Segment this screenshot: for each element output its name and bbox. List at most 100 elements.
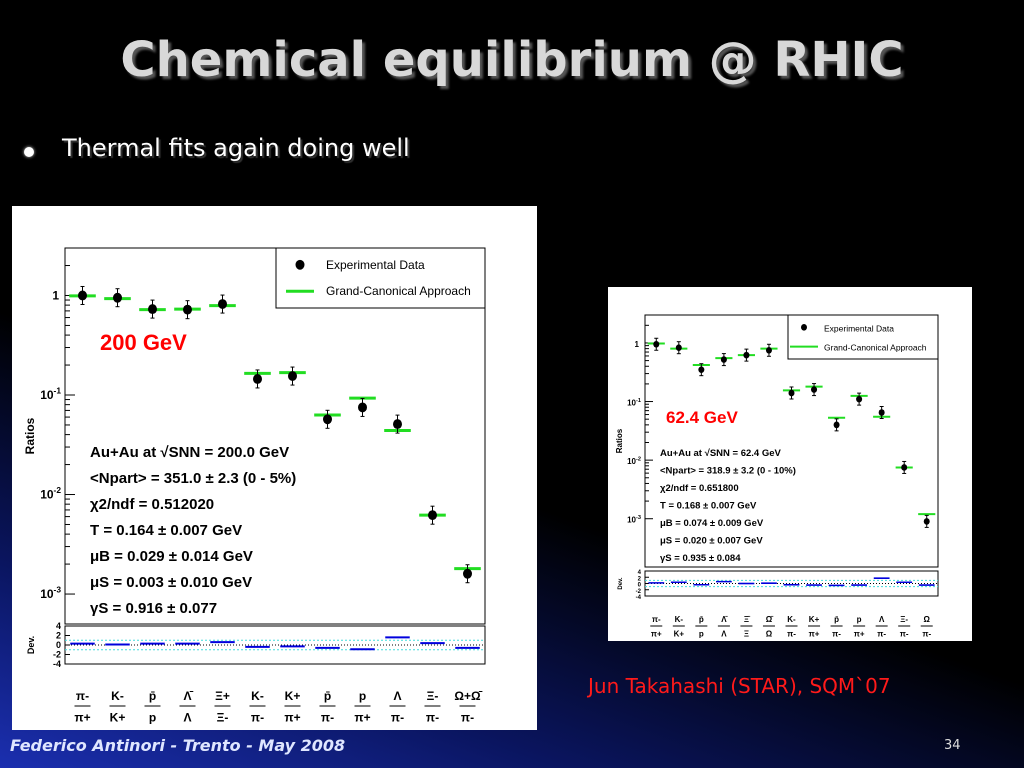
deviation-tick-label: 0 bbox=[638, 583, 642, 589]
category-label-numerator: Ξ- bbox=[427, 689, 439, 703]
category-label-denominator: K+ bbox=[674, 629, 685, 638]
category-label-numerator: Λ bbox=[393, 689, 401, 703]
category-label-numerator: π- bbox=[76, 689, 89, 703]
deviation-tick-label: -4 bbox=[53, 659, 61, 669]
category-label-numerator: Ω bbox=[924, 615, 931, 624]
y-tick-label: 10-2 bbox=[627, 457, 641, 467]
deviation-axis-label: Dev. bbox=[26, 636, 36, 654]
fit-info-line: μB = 0.029 ± 0.014 GeV bbox=[90, 548, 253, 565]
y-tick-label: 10-1 bbox=[627, 398, 641, 408]
category-label-numerator: p bbox=[857, 615, 862, 624]
category-label-numerator: Λ bbox=[879, 615, 885, 624]
legend-marker-data bbox=[295, 259, 305, 270]
slide-title: Chemical equilibrium @ RHIC bbox=[120, 32, 904, 88]
data-point bbox=[901, 464, 908, 471]
y-tick-label: 10-1 bbox=[40, 386, 61, 402]
data-point bbox=[113, 292, 122, 303]
category-label-denominator: π+ bbox=[854, 629, 865, 638]
legend-label-fit: Grand-Canonical Approach bbox=[326, 284, 471, 298]
data-point bbox=[675, 344, 682, 351]
deviation-tick-label: -4 bbox=[636, 595, 642, 601]
fit-info-line: χ2/ndf = 0.651800 bbox=[660, 483, 739, 494]
category-label-denominator: π- bbox=[900, 629, 909, 638]
category-label-numerator: K- bbox=[111, 689, 124, 703]
deviation-tick-label: 2 bbox=[56, 631, 61, 641]
category-label-numerator: p̄ bbox=[149, 689, 156, 703]
deviation-axis-label: Dev. bbox=[618, 577, 624, 590]
page-number: 34 bbox=[944, 738, 961, 753]
category-label-denominator: π- bbox=[391, 711, 404, 725]
energy-label: 200 GeV bbox=[100, 330, 187, 355]
data-point bbox=[856, 395, 863, 403]
category-label-denominator: π- bbox=[461, 711, 474, 725]
category-label-numerator: Ξ̄ bbox=[744, 615, 751, 624]
plot-frame bbox=[64, 247, 486, 625]
data-point bbox=[811, 386, 818, 393]
chart-panel-62gev: 1 10-1 10-2 10-3 Ratios Experimental Data Gran… bbox=[608, 287, 972, 641]
chart-62gev: 1 10-1 10-2 10-3 Ratios Experimental Data Gran… bbox=[615, 314, 939, 638]
category-label-numerator: Λ̄ bbox=[183, 689, 193, 703]
data-point bbox=[765, 346, 772, 354]
fit-info-line: γS = 0.916 ± 0.077 bbox=[90, 600, 217, 617]
data-point bbox=[183, 304, 192, 315]
category-label-denominator: π- bbox=[877, 629, 886, 638]
deviation-tick-label: -2 bbox=[636, 589, 642, 595]
chart-200gev: 1 10-1 10-2 10-3 Ratios Experimental Data Gran… bbox=[23, 247, 486, 725]
data-point bbox=[698, 366, 705, 373]
deviation-tick-label: 4 bbox=[638, 570, 642, 576]
y-axis-label: Ratios bbox=[615, 428, 624, 453]
category-label-numerator: Λ̄ bbox=[721, 615, 728, 624]
data-point bbox=[393, 419, 402, 430]
category-label-denominator: p bbox=[149, 711, 156, 725]
data-point bbox=[923, 518, 930, 525]
data-point bbox=[428, 510, 437, 521]
data-point bbox=[743, 351, 750, 359]
fit-info-line: T = 0.168 ± 0.007 GeV bbox=[660, 501, 757, 512]
y-tick-label: 1 bbox=[52, 288, 59, 302]
energy-label: 62.4 GeV bbox=[666, 408, 738, 427]
y-tick-label: 1 bbox=[635, 340, 640, 349]
category-label-numerator: Ξ+ bbox=[215, 689, 230, 703]
category-label-numerator: K- bbox=[675, 615, 684, 624]
fit-info-line: <Npart> = 351.0 ± 2.3 (0 - 5%) bbox=[90, 470, 296, 487]
data-point bbox=[878, 409, 885, 416]
deviation-tick-label: 4 bbox=[56, 621, 61, 631]
fit-info-line: μS = 0.003 ± 0.010 GeV bbox=[90, 574, 252, 591]
category-label-numerator: p̄ bbox=[834, 615, 839, 624]
category-label-numerator: Ω̄ bbox=[766, 615, 774, 624]
category-label-denominator: π- bbox=[426, 711, 439, 725]
data-point bbox=[218, 299, 227, 310]
category-label-denominator: Λ bbox=[721, 629, 727, 638]
category-label-numerator: p̄ bbox=[324, 689, 331, 703]
category-label-numerator: K- bbox=[251, 689, 264, 703]
category-label-denominator: π- bbox=[922, 629, 931, 638]
category-label-numerator: Ξ- bbox=[900, 615, 908, 624]
category-label-denominator: p bbox=[699, 629, 704, 638]
chart-panel-200gev: 1 10-1 10-2 10-3 Ratios Experimental Data Gran… bbox=[12, 206, 537, 730]
fit-info-line: μS = 0.020 ± 0.007 GeV bbox=[660, 536, 763, 547]
data-point bbox=[253, 373, 262, 384]
fit-info-line: Au+Au at √SNN = 200.0 GeV bbox=[90, 444, 289, 461]
deviation-tick-label: 0 bbox=[56, 640, 61, 650]
data-point bbox=[653, 340, 660, 348]
category-label-numerator: π- bbox=[652, 615, 661, 624]
deviation-tick-label: 2 bbox=[638, 576, 642, 582]
category-label-numerator: p̄ bbox=[699, 615, 704, 624]
legend-label-data: Experimental Data bbox=[824, 323, 894, 333]
category-label-denominator: π+ bbox=[74, 711, 90, 725]
y-tick-label: 10-3 bbox=[627, 515, 641, 525]
fit-info-line: γS = 0.935 ± 0.084 bbox=[660, 553, 741, 564]
category-label-denominator: π+ bbox=[354, 711, 370, 725]
legend-marker-data bbox=[801, 324, 807, 331]
data-point bbox=[288, 371, 297, 382]
legend-label-fit: Grand-Canonical Approach bbox=[824, 343, 927, 353]
credit-text: Jun Takahashi (STAR), SQM`07 bbox=[588, 674, 891, 698]
category-label-denominator: Λ bbox=[183, 711, 191, 725]
data-point bbox=[833, 421, 840, 429]
category-label-numerator: p bbox=[359, 689, 366, 703]
legend-box bbox=[275, 247, 486, 309]
category-label-denominator: Ξ- bbox=[217, 711, 229, 725]
data-point bbox=[720, 356, 727, 363]
fit-info-line: <Npart> = 318.9 ± 3.2 (0 - 10%) bbox=[660, 466, 796, 477]
category-label-denominator: π+ bbox=[809, 629, 820, 638]
